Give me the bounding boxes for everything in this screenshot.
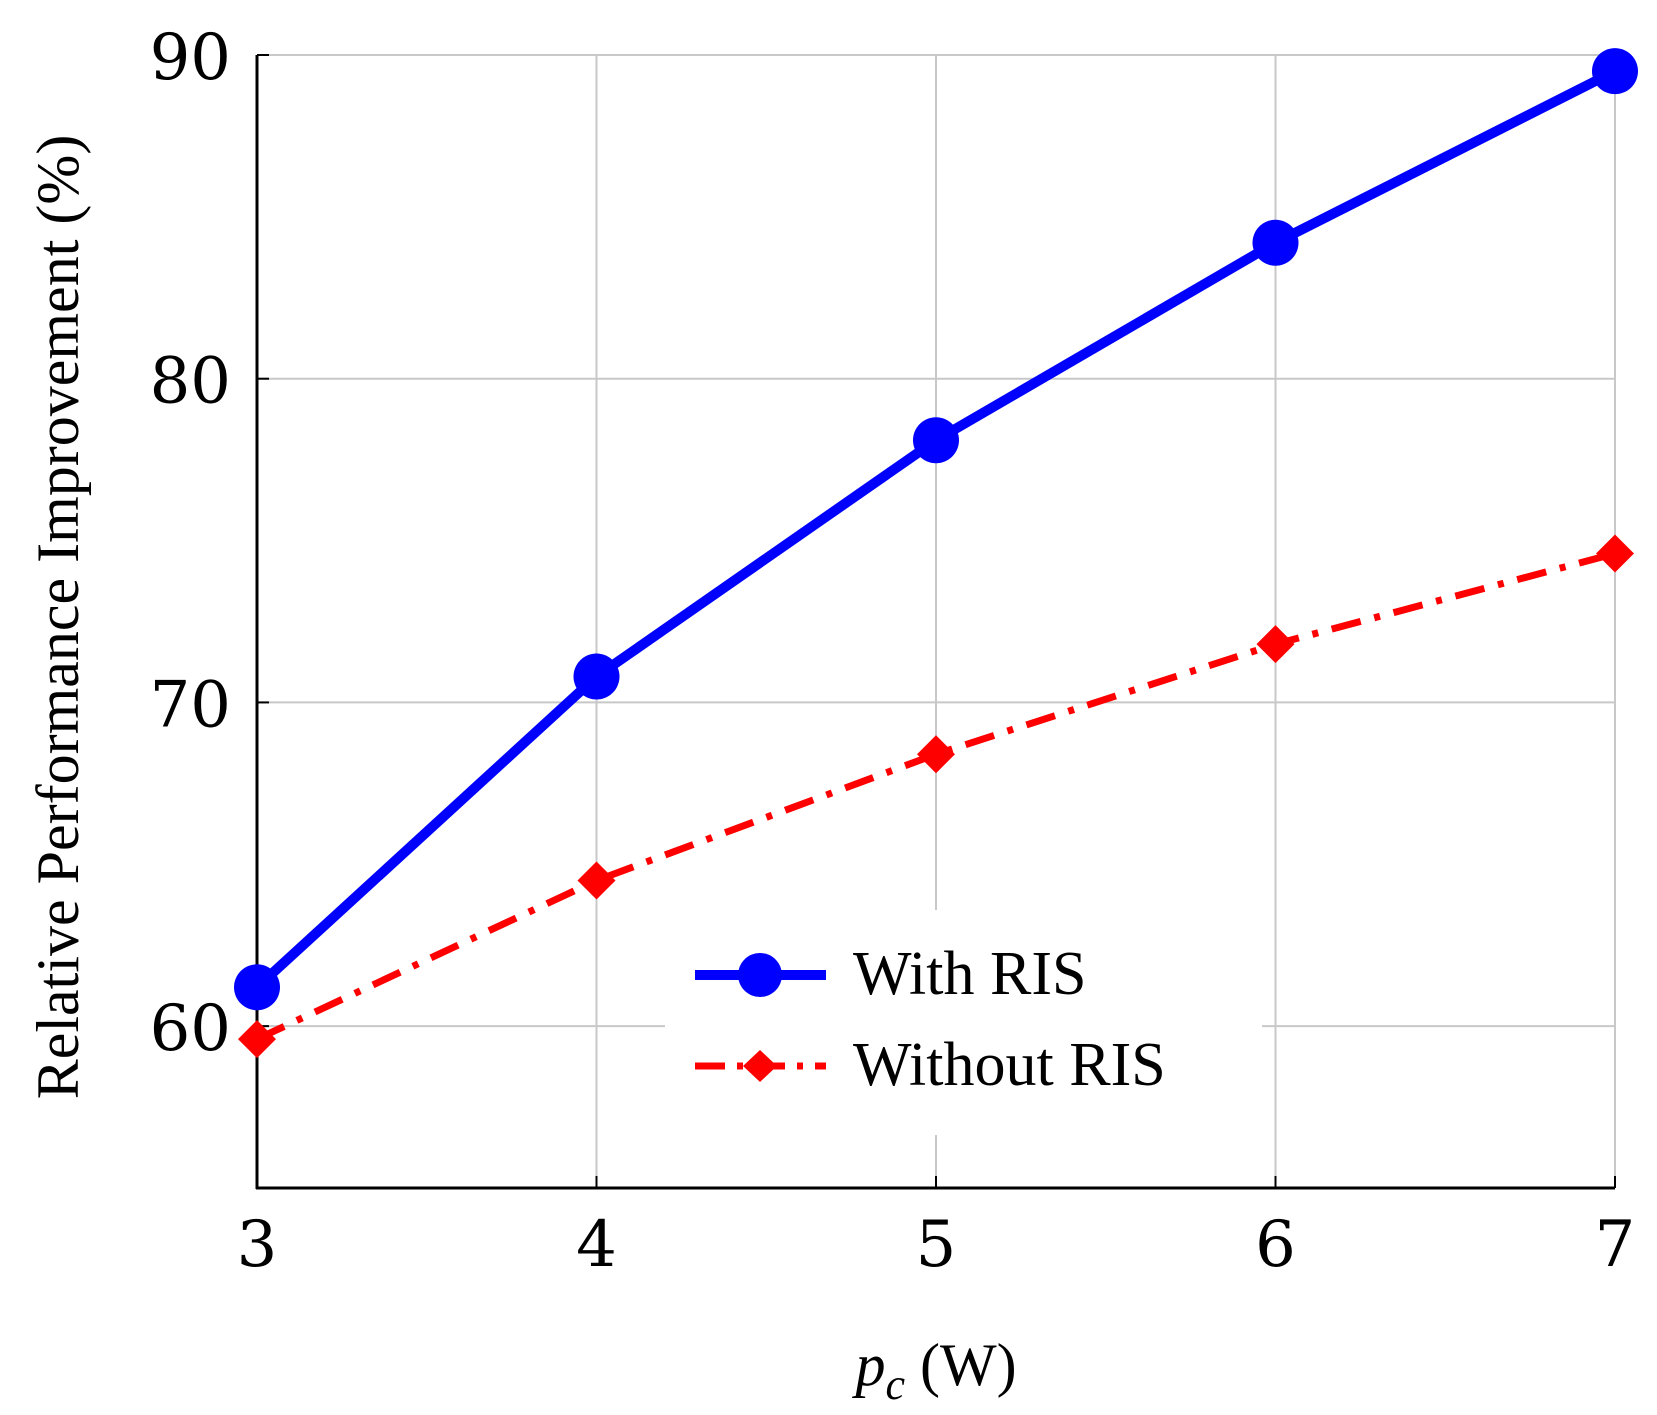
x-tick-label-4: 4 [576, 1208, 617, 1282]
y-tick-label-90: 90 [150, 21, 231, 95]
data-point-s0-0 [234, 964, 280, 1011]
data-point-s0-2 [913, 417, 959, 464]
x-axis-title-var: p [851, 1332, 885, 1398]
legend-label-with-ris: With RIS [853, 940, 1086, 1008]
legend-entry-without-ris: Without RIS [695, 1031, 1166, 1099]
data-point-s1-0 [238, 1020, 276, 1059]
y-tick-label-70: 70 [150, 668, 231, 742]
x-tick-label-5: 5 [916, 1208, 957, 1282]
data-point-s1-3 [1256, 625, 1295, 664]
data-point-s1-4 [1596, 534, 1634, 573]
data-point-s0-3 [1252, 219, 1299, 266]
legend-marker-with-ris [738, 953, 782, 997]
data-point-s1-2 [917, 735, 955, 774]
y-tick-label-60: 60 [150, 992, 231, 1066]
data-point-s0-1 [573, 653, 620, 700]
legend-label-without-ris: Without RIS [853, 1031, 1166, 1099]
tick-labels: 3 4 5 6 7 60 70 80 90 [150, 21, 1636, 1282]
data-point-s0-4 [1592, 48, 1638, 95]
legend-marker-without-ris [743, 1050, 777, 1082]
x-axis-title-unit: (W) [905, 1332, 1017, 1398]
x-axis-title-sub: c [885, 1360, 905, 1409]
x-axis-title: pc (W) [851, 1332, 1016, 1409]
data-point-s1-1 [577, 861, 616, 900]
x-tick-label-3: 3 [237, 1208, 278, 1282]
x-tick-label-7: 7 [1595, 1208, 1636, 1282]
y-tick-label-80: 80 [150, 345, 231, 419]
legend-box [665, 910, 1262, 1135]
y-axis-title: Relative Performance Improvement (%) [25, 135, 91, 1100]
x-tick-label-6: 6 [1255, 1208, 1296, 1282]
series-layer [234, 48, 1638, 1059]
legend: With RIS Without RIS [665, 910, 1262, 1135]
legend-entry-with-ris: With RIS [695, 940, 1086, 1008]
